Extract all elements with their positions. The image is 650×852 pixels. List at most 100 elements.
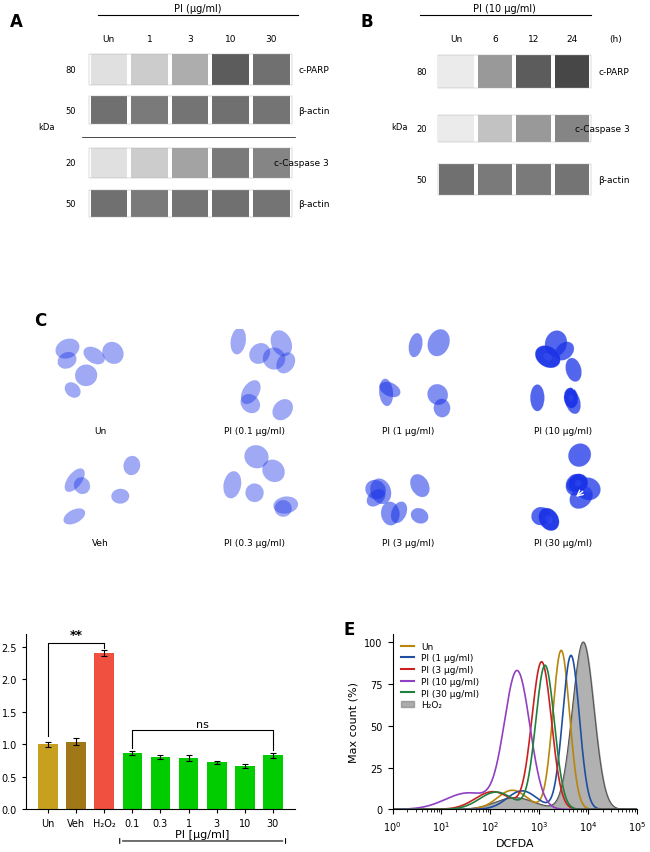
Text: c-Caspase 3: c-Caspase 3: [274, 159, 330, 169]
Ellipse shape: [577, 494, 585, 502]
Ellipse shape: [124, 457, 140, 475]
Text: 6: 6: [492, 35, 498, 44]
Ellipse shape: [271, 331, 292, 357]
Ellipse shape: [411, 509, 428, 524]
Ellipse shape: [272, 400, 293, 421]
Text: 20: 20: [66, 159, 76, 169]
Bar: [516, 55, 551, 89]
Bar: [253, 97, 290, 124]
Ellipse shape: [231, 328, 246, 354]
Bar: [88, 148, 292, 179]
Bar: [554, 116, 589, 143]
Bar: [235, 767, 255, 809]
Text: β-actin: β-actin: [598, 176, 629, 185]
Ellipse shape: [241, 381, 261, 405]
Bar: [253, 148, 290, 179]
Text: 24: 24: [566, 35, 577, 44]
Bar: [172, 191, 209, 218]
Ellipse shape: [555, 343, 574, 360]
Ellipse shape: [570, 399, 575, 406]
Bar: [263, 756, 283, 809]
Ellipse shape: [576, 452, 584, 459]
Ellipse shape: [566, 475, 584, 496]
Ellipse shape: [535, 394, 539, 403]
Ellipse shape: [370, 479, 391, 504]
Ellipse shape: [584, 486, 592, 493]
Text: 3: 3: [187, 35, 193, 44]
Ellipse shape: [244, 446, 268, 469]
Ellipse shape: [84, 348, 105, 365]
Bar: [90, 148, 127, 179]
Text: β-actin: β-actin: [298, 200, 330, 209]
Text: Un: Un: [450, 35, 463, 44]
Text: PI (μg/ml): PI (μg/ml): [174, 4, 222, 14]
Bar: [90, 191, 127, 218]
Bar: [439, 55, 474, 89]
Text: c-Caspase 3: c-Caspase 3: [575, 124, 629, 134]
Text: 12: 12: [528, 35, 539, 44]
Ellipse shape: [552, 340, 560, 348]
Ellipse shape: [240, 394, 260, 413]
Ellipse shape: [575, 481, 582, 486]
Text: **: **: [70, 628, 83, 641]
Ellipse shape: [569, 486, 593, 509]
Ellipse shape: [65, 469, 84, 492]
Text: c-PARP: c-PARP: [298, 66, 330, 75]
Text: β-actin: β-actin: [298, 106, 330, 115]
Ellipse shape: [246, 484, 264, 503]
Ellipse shape: [428, 330, 450, 357]
Text: 50: 50: [66, 200, 76, 209]
Ellipse shape: [539, 509, 559, 531]
Ellipse shape: [365, 481, 386, 500]
Text: PI (3 μg/ml): PI (3 μg/ml): [382, 538, 435, 548]
Ellipse shape: [571, 366, 577, 375]
Ellipse shape: [428, 385, 448, 406]
Ellipse shape: [56, 339, 79, 359]
Legend: Un, PI (1 μg/ml), PI (3 μg/ml), PI (10 μg/ml), PI (30 μg/ml), H₂O₂: Un, PI (1 μg/ml), PI (3 μg/ml), PI (10 μ…: [397, 638, 483, 713]
Bar: [131, 148, 168, 179]
Ellipse shape: [263, 460, 285, 482]
Ellipse shape: [263, 348, 285, 370]
Bar: [172, 148, 209, 179]
Bar: [437, 116, 591, 143]
Bar: [131, 55, 168, 85]
X-axis label: DCFDA: DCFDA: [495, 838, 534, 849]
Text: Un: Un: [94, 427, 107, 435]
Ellipse shape: [566, 391, 580, 414]
Ellipse shape: [410, 475, 430, 498]
Ellipse shape: [65, 383, 81, 398]
Bar: [94, 653, 114, 809]
Text: PI (0.3 μg/ml): PI (0.3 μg/ml): [224, 538, 285, 548]
Bar: [90, 97, 127, 124]
Ellipse shape: [573, 481, 580, 487]
Ellipse shape: [434, 400, 450, 417]
Text: PI [μg/ml]: PI [μg/ml]: [176, 829, 230, 839]
Ellipse shape: [64, 509, 85, 525]
Bar: [213, 148, 249, 179]
Bar: [437, 55, 591, 89]
Ellipse shape: [380, 383, 400, 398]
Ellipse shape: [564, 389, 578, 409]
Ellipse shape: [569, 395, 573, 402]
Bar: [253, 55, 290, 85]
Ellipse shape: [224, 472, 241, 498]
Ellipse shape: [74, 478, 90, 494]
Ellipse shape: [409, 334, 423, 358]
Bar: [213, 191, 249, 218]
Text: 10: 10: [225, 35, 237, 44]
Bar: [478, 55, 512, 89]
Bar: [439, 116, 474, 143]
Text: kDa: kDa: [391, 123, 408, 132]
Text: E: E: [344, 619, 355, 638]
Bar: [253, 191, 290, 218]
Bar: [554, 164, 589, 195]
Ellipse shape: [275, 501, 292, 517]
Text: 80: 80: [66, 66, 76, 75]
Ellipse shape: [75, 366, 97, 387]
Ellipse shape: [276, 353, 295, 374]
Ellipse shape: [545, 515, 552, 524]
Bar: [437, 164, 591, 195]
Bar: [439, 164, 474, 195]
Bar: [172, 97, 209, 124]
Y-axis label: Max count (%): Max count (%): [349, 682, 359, 762]
